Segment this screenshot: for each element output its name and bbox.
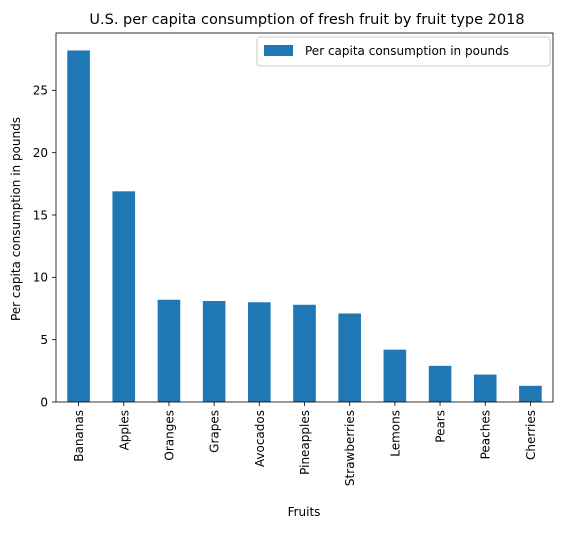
x-tick-label: Pears <box>434 410 448 443</box>
x-tick-label: Oranges <box>162 410 176 461</box>
x-tick-label: Apples <box>117 410 131 450</box>
legend-frame <box>256 36 551 67</box>
y-tick-label: 10 <box>33 271 48 285</box>
y-axis-label: Per capita consumption in pounds <box>9 117 23 321</box>
y-tick-label: 25 <box>33 84 48 98</box>
bar-pineapples <box>293 304 316 402</box>
bar-strawberries <box>338 313 361 402</box>
x-tick-label: Pineapples <box>298 410 312 475</box>
bar-lemons <box>383 349 407 402</box>
y-tick-label: 5 <box>40 333 48 347</box>
x-tick-label: Bananas <box>72 410 86 462</box>
y-tick-label: 15 <box>33 208 48 222</box>
bar-pears <box>428 365 452 402</box>
y-tick-label: 0 <box>40 395 48 409</box>
plot-frame <box>55 32 554 403</box>
x-tick-label: Grapes <box>208 410 222 453</box>
x-tick-label: Cherries <box>524 410 538 460</box>
bar-apples <box>112 191 136 402</box>
y-tick-label: 20 <box>33 146 48 160</box>
bar-grapes <box>202 301 226 402</box>
x-tick-label: Strawberries <box>343 410 357 486</box>
bar-cherries <box>519 385 542 402</box>
legend-label: Per capita consumption in pounds <box>305 44 509 58</box>
x-tick-label: Avocados <box>253 410 267 467</box>
legend: Per capita consumption in pounds <box>256 36 551 67</box>
x-tick-label: Peaches <box>479 410 493 459</box>
bar-avocados <box>248 302 271 402</box>
bar-peaches <box>473 374 497 402</box>
axes-layer: Bananas Apples Oranges Grapes Avocados Pineap… <box>33 32 554 486</box>
bar-bananas <box>67 50 90 402</box>
bar-oranges <box>157 299 181 402</box>
chart-title: U.S. per capita consumption of fresh fru… <box>89 12 524 28</box>
x-tick-label: Lemons <box>388 410 402 457</box>
x-axis-label: Fruits <box>288 505 321 519</box>
legend-swatch <box>264 45 293 56</box>
bars-layer <box>67 50 542 402</box>
